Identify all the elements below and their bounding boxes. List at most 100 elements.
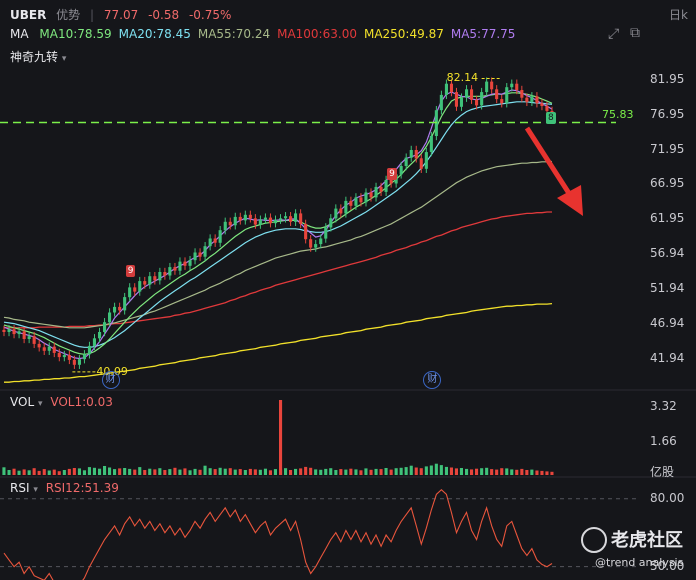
- volume-bar: [454, 468, 458, 475]
- grid-lines: [0, 389, 696, 568]
- watermark-brand: 老虎社区: [611, 530, 683, 551]
- quote-header: UBER 优势 | 77.07 -0.58 -0.75%: [10, 6, 237, 23]
- candle-body: [384, 180, 388, 192]
- candle-body: [409, 150, 413, 158]
- price-tick-label: 71.95: [650, 141, 685, 156]
- earnings-marker-icon[interactable]: 财: [423, 371, 442, 389]
- price-tick-label: 61.95: [650, 211, 685, 226]
- ticker-symbol: UBER: [10, 8, 47, 22]
- volume-bar: [27, 470, 31, 475]
- candle-body: [103, 322, 107, 332]
- candle-body: [309, 239, 313, 248]
- volume-bar: [299, 468, 303, 475]
- candle-body: [530, 96, 534, 102]
- volume-bar: [268, 470, 272, 475]
- rsi-selector[interactable]: RSI: [10, 481, 30, 495]
- volume-bar: [128, 468, 132, 475]
- candle-body: [238, 216, 242, 221]
- volume-bar: [183, 468, 187, 475]
- candle-body: [218, 230, 222, 243]
- candle-body: [495, 89, 499, 100]
- candle-body: [82, 354, 86, 360]
- candle-body: [52, 346, 56, 353]
- candle-body: [379, 186, 383, 192]
- candle-body: [37, 343, 41, 348]
- volume-bar: [273, 469, 277, 475]
- candle-body: [304, 223, 308, 240]
- price-tick-label: 66.95: [650, 176, 685, 191]
- candle-body: [72, 359, 76, 365]
- earnings-marker-icon[interactable]: 财: [101, 371, 120, 389]
- candle-body: [62, 355, 66, 358]
- candle-body: [525, 97, 529, 102]
- candle-body: [67, 355, 71, 360]
- td-eight-marker: 8: [546, 112, 556, 124]
- volume-bar: [465, 468, 469, 475]
- volume-bar: [178, 469, 182, 475]
- volume-bar: [289, 470, 293, 475]
- support-level-label: 75.83: [602, 107, 634, 121]
- candle-body: [414, 150, 418, 159]
- volume-bar: [379, 469, 383, 475]
- vol-value: VOL1:0.03: [50, 395, 113, 409]
- candle-body: [143, 281, 147, 285]
- volume-bar: [22, 469, 26, 475]
- volume-bar: [344, 469, 348, 475]
- volume-bar: [263, 468, 267, 475]
- candle-body: [289, 216, 293, 222]
- volume-bar: [168, 469, 172, 475]
- volume-bar: [284, 468, 288, 475]
- candle-body: [92, 338, 96, 346]
- volume-bar: [304, 466, 308, 475]
- candle-body: [153, 276, 157, 281]
- rsi12-line: [3, 488, 553, 580]
- candle-body: [42, 347, 46, 351]
- indicator-selector[interactable]: 神奇九转 ▾: [10, 48, 66, 65]
- volume-bar: [359, 470, 363, 475]
- volume-bar: [399, 467, 403, 475]
- ma55-line: [3, 160, 553, 329]
- volume-bar: [475, 468, 479, 475]
- ma-selector[interactable]: MA: [10, 27, 29, 41]
- dropdown-icon: ▾: [33, 485, 38, 495]
- candle-body: [273, 219, 277, 224]
- candle-body: [535, 96, 539, 104]
- candle-body: [399, 166, 403, 175]
- volume-bar: [158, 468, 162, 475]
- volume-bar: [535, 470, 539, 475]
- volume-bar: [314, 469, 318, 475]
- candle-body: [500, 99, 504, 104]
- ma100-line: [4, 211, 552, 329]
- volume-bar: [354, 469, 358, 475]
- ma-legend-item: MA100:63.00: [277, 27, 357, 41]
- arrow-head-icon: [557, 185, 583, 216]
- volume-spike-bar: [279, 400, 283, 475]
- candle-body: [183, 261, 187, 266]
- vol-selector[interactable]: VOL: [10, 395, 35, 409]
- candle-body: [374, 186, 378, 198]
- volume-bar: [459, 468, 463, 475]
- candle-body: [168, 267, 172, 276]
- fullscreen-icon[interactable]: ⧉: [630, 25, 640, 41]
- volume-bar: [208, 468, 212, 475]
- volume-bar: [218, 467, 222, 475]
- candle-body: [389, 180, 393, 184]
- volume-bar: [309, 467, 313, 475]
- ma-legend: MA MA10:78.59 MA20:78.45 MA55:70.24 MA100:6…: [10, 27, 515, 41]
- rsi-tick-label: 50.00: [650, 558, 685, 573]
- candle-body: [449, 83, 453, 93]
- candle-body: [188, 260, 192, 266]
- candle-body: [545, 106, 549, 111]
- volume-bar: [223, 468, 227, 475]
- period-selector[interactable]: 日k: [669, 8, 688, 22]
- volume-bar: [384, 468, 388, 475]
- candle-body: [263, 217, 267, 220]
- td-nine-marker: 9: [387, 168, 397, 180]
- candle-body: [258, 219, 262, 225]
- candle-body: [344, 200, 348, 214]
- candle-body: [294, 213, 298, 222]
- expand-icon[interactable]: ⤢: [608, 26, 620, 42]
- volume-bar: [238, 469, 242, 475]
- volume-bar: [424, 466, 428, 475]
